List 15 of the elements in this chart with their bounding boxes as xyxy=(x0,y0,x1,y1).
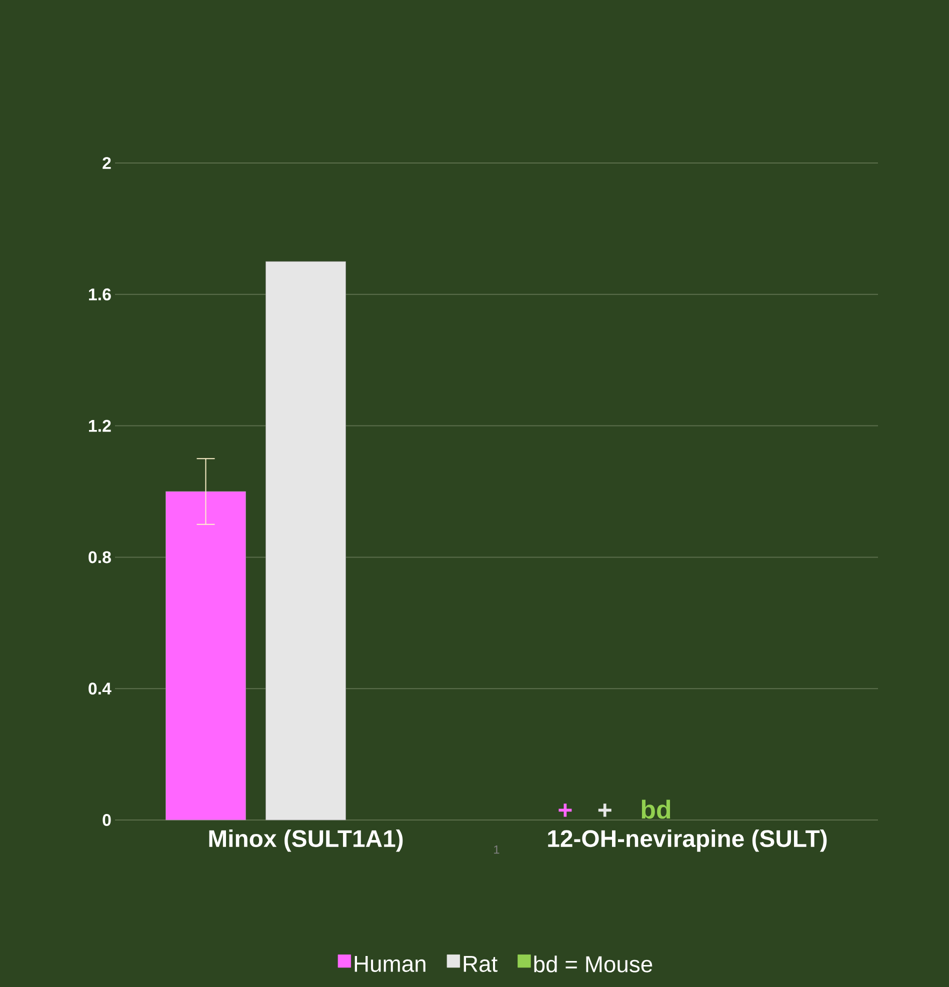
y-tick-label: 1.2 xyxy=(89,420,111,432)
annotation: + xyxy=(598,804,612,817)
annotation: + xyxy=(558,804,572,817)
y-tick-label: 0 xyxy=(102,814,111,826)
y-tick-label: 0.8 xyxy=(88,551,111,564)
legend-label: Human xyxy=(354,956,426,972)
y-tick-label: 1.6 xyxy=(89,288,111,300)
x-tick-label: Minox (SULT1A1) xyxy=(209,830,403,852)
y-tick-label: 2 xyxy=(102,157,111,169)
annotation: bd xyxy=(642,800,670,819)
text: 1 xyxy=(494,845,500,854)
legend-label: bd = Mouse xyxy=(534,956,652,972)
x-tick-label: 12-OH-nevirapine (SULT) xyxy=(548,830,827,852)
legend-label: Rat xyxy=(464,956,498,972)
y-tick-label: 0.4 xyxy=(88,682,112,695)
